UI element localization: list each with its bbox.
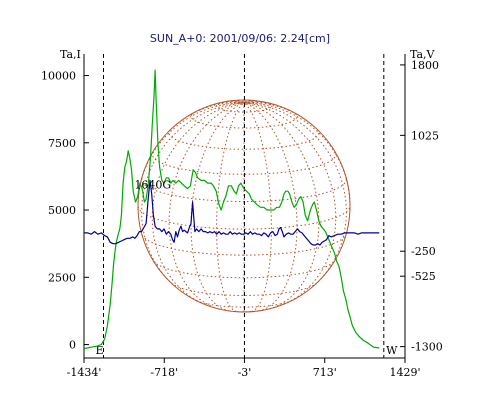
longitude-line	[243, 102, 320, 310]
left-tick-label: 2500	[48, 271, 76, 284]
x-tick-label: -1434'	[67, 366, 102, 379]
longitude-line	[243, 100, 265, 104]
peak-annotation: 1640G	[134, 179, 171, 192]
longitude-line	[243, 102, 298, 312]
longitude-line	[238, 99, 245, 104]
latitude-line	[168, 129, 320, 150]
longitude-line	[243, 99, 250, 104]
right-tick-label: -1300	[411, 341, 443, 354]
axis-ticks: 0 2500 5000 7500 10000 1800 1025 -250 -525 -1300 -…	[41, 59, 443, 379]
left-tick-label: 5000	[48, 204, 76, 217]
longitude-line	[243, 100, 256, 104]
left-tick-label: 10000	[41, 70, 76, 83]
series-line-1	[84, 179, 380, 246]
longitude-line	[151, 102, 245, 304]
right-tick-label: 1025	[411, 129, 439, 142]
limb-marker-label: E	[95, 344, 103, 357]
longitude-line	[243, 102, 347, 285]
chart-title: SUN_A+0: 2001/09/06: 2.24[cm]	[150, 32, 330, 45]
right-tick-label: -250	[411, 245, 436, 258]
right-tick-label: -525	[411, 270, 436, 283]
data-series	[83, 69, 380, 350]
longitude-line	[168, 102, 245, 310]
longitude-line	[223, 100, 245, 104]
left-axis-label: Ta,I	[60, 48, 81, 61]
limb-marker-label: W	[386, 344, 398, 357]
left-tick-label: 0	[69, 339, 76, 352]
latitude-line	[170, 282, 318, 296]
longitude-line	[216, 102, 245, 313]
solar-disk-grid	[137, 99, 351, 313]
annotations: 1640G	[134, 179, 171, 192]
latitude-line	[141, 234, 347, 256]
x-tick-label: 713'	[313, 366, 337, 379]
right-tick-label: 1800	[411, 59, 439, 72]
x-tick-label: -718'	[150, 366, 178, 379]
latitude-line	[229, 310, 259, 313]
longitude-line	[243, 102, 272, 313]
series-line-0	[83, 69, 380, 350]
x-tick-label: 1429'	[389, 366, 420, 379]
longitude-line	[243, 102, 337, 304]
latitude-line	[216, 100, 272, 113]
latitude-line	[153, 260, 335, 279]
x-tick-label: -3'	[238, 366, 252, 379]
right-axis-label: Ta,V	[410, 48, 436, 61]
longitude-line	[190, 102, 245, 312]
left-tick-label: 7500	[48, 137, 76, 150]
